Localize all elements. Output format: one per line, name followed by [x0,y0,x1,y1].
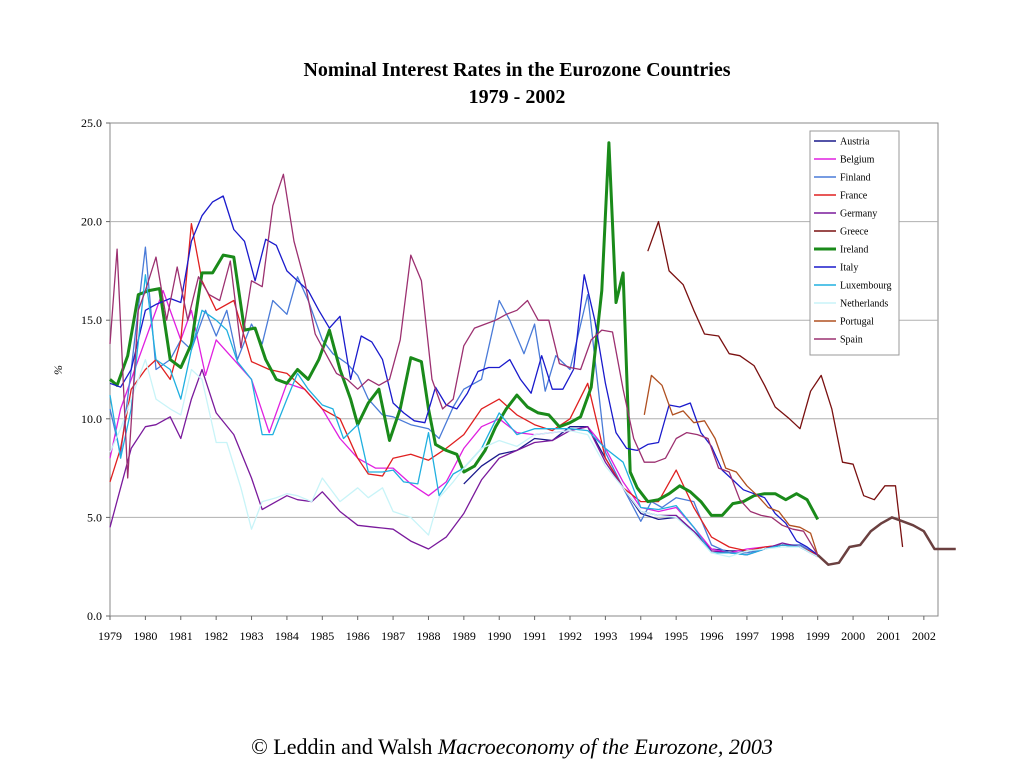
x-tick-label: 1980 [133,629,157,643]
plot-area [109,122,939,617]
legend-label: Ireland [840,245,868,256]
x-tick-label: 1994 [629,629,653,643]
x-tick-label: 1979 [98,629,122,643]
x-tick-label: 1987 [381,629,405,643]
x-tick-label: 1997 [735,629,759,643]
footer-book-title: Macroeconomy of the Eurozone, 2003 [437,734,773,759]
x-tick-label: 1995 [664,629,688,643]
series-line-netherlands [109,358,819,558]
series-line-greece [647,220,904,548]
series-line-spain [109,173,819,556]
x-tick-label: 1989 [452,629,476,643]
x-tick-label: 1984 [275,629,299,643]
legend-label: Germany [840,209,877,220]
x-tick-label: 1999 [806,629,830,643]
x-tick-label: 1982 [204,629,228,643]
x-tick-label: 1986 [346,629,370,643]
y-tick-label: 15.0 [81,313,102,327]
x-tick-label: 2000 [841,629,865,643]
legend-label: Finland [840,173,871,184]
legend: Austria Belgium Finland France Germany Greece… [809,130,900,356]
series-line-italy [109,195,819,556]
footer-prefix: © Leddin and Walsh [251,734,438,759]
y-tick-label: 10.0 [81,412,102,426]
x-tick-label: 1998 [770,629,794,643]
series-line-ireland [109,141,820,521]
gridlines [110,221,938,518]
y-tick-label: 20.0 [81,215,102,229]
x-tick-label: 2002 [912,629,936,643]
series-line-finland [109,246,819,556]
legend-label: Austria [840,137,870,148]
x-tick-label: 1985 [310,629,334,643]
series-lines [109,141,956,566]
legend-label: Spain [840,335,863,346]
series-line-germany [109,368,819,558]
legend-label: Portugal [840,317,874,328]
chart-title: Nominal Interest Rates in the Eurozone C… [303,59,730,81]
y-tick-label: 5.0 [87,510,102,524]
legend-label: France [840,191,868,202]
y-tick-label: 0.0 [87,609,102,623]
x-tick-label: 1991 [523,629,547,643]
legend-label: Netherlands [840,299,888,310]
y-axis-label: % [51,365,65,375]
legend-box [809,130,900,356]
interest-rate-line-chart: Nominal Interest Rates in the Eurozone C… [51,59,956,643]
copyright-footer: © Leddin and Walsh Macroeconomy of the E… [0,734,1024,760]
x-axis-ticks: 1979 1980 1981 1982 1983 1984 1985 1986 1987 1988… [98,616,936,643]
series-line-eurozone-common [816,516,956,566]
x-tick-label: 1993 [593,629,617,643]
x-tick-label: 1992 [558,629,582,643]
legend-label: Belgium [840,155,875,166]
legend-label: Greece [840,227,869,238]
x-tick-label: 1983 [240,629,264,643]
y-tick-label: 25.0 [81,116,102,130]
series-line-france [109,222,818,556]
x-tick-label: 1988 [416,629,440,643]
legend-label: Luxembourg [840,281,891,292]
x-tick-label: 2001 [876,629,900,643]
x-tick-label: 1996 [700,629,724,643]
legend-label: Italy [840,263,858,274]
y-axis-ticks: 0.0 5.0 10.0 15.0 20.0 25.0 [81,116,110,623]
chart-subtitle: 1979 - 2002 [469,86,566,108]
x-tick-label: 1981 [169,629,193,643]
x-tick-label: 1990 [487,629,511,643]
series-line-luxembourg [109,274,819,558]
